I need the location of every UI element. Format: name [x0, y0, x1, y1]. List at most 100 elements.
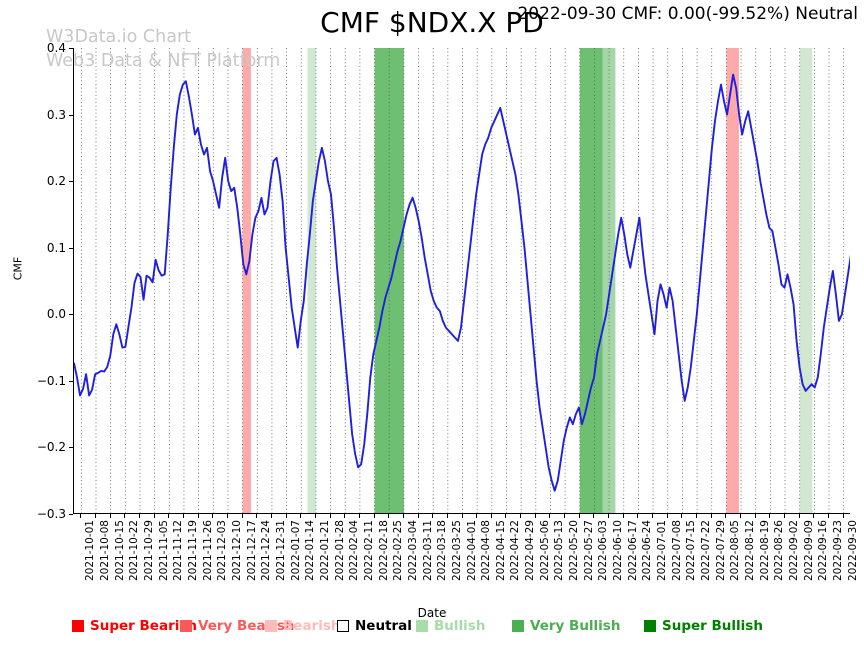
legend-item-very-bullish[interactable]: Very Bullish [512, 618, 620, 634]
x-tick-mark [446, 514, 448, 518]
x-tick-mark [608, 514, 610, 518]
chart-annotation: 2022-09-30 CMF: 0.00(-99.52%) Neutral [517, 4, 858, 24]
x-tick-label: 2022-09-30 [846, 520, 859, 582]
y-tick-mark [69, 380, 73, 382]
x-tick-mark [358, 514, 360, 518]
legend-swatch-icon [512, 620, 524, 632]
y-tick-mark [69, 247, 73, 249]
x-tick-label: 2022-06-24 [641, 520, 654, 582]
x-tick-label: 2022-09-23 [832, 520, 844, 582]
x-tick-mark [476, 514, 478, 518]
legend-label: Super Bullish [662, 618, 763, 634]
x-tick-mark [314, 514, 316, 518]
legend-swatch-icon [337, 620, 349, 632]
legend-item-neutral[interactable]: Neutral [337, 618, 412, 634]
x-tick-mark [212, 514, 214, 518]
shaded-band [602, 48, 616, 513]
x-tick-mark [740, 514, 742, 518]
x-tick-mark [622, 514, 624, 518]
y-tick-label: 0.2 [46, 174, 66, 189]
x-tick-label: 2022-04-15 [494, 520, 507, 582]
y-tick-mark [69, 314, 73, 316]
x-tick-mark [80, 514, 82, 518]
x-tick-label: 2021-10-08 [98, 520, 111, 582]
legend-item-super-bearish[interactable]: Super Bearish [72, 618, 197, 634]
x-tick-mark [270, 514, 272, 518]
x-tick-mark [828, 514, 829, 518]
x-tick-label: 2021-10-01 [84, 520, 97, 582]
x-tick-mark [681, 514, 683, 518]
x-tick-label: 2021-11-26 [201, 520, 214, 582]
x-tick-mark [520, 514, 522, 518]
shaded-band [242, 48, 251, 513]
x-tick-mark [769, 514, 771, 518]
x-tick-label: 2022-01-14 [304, 520, 317, 582]
x-tick-mark [534, 514, 536, 518]
legend-label: Super Bearish [90, 618, 197, 634]
y-tick-label: −0.2 [36, 440, 66, 455]
legend-swatch-icon [72, 620, 84, 632]
x-tick-label: 2022-03-04 [406, 520, 419, 582]
chart-legend: Super Bearish Very Bearish Bearish Neutral B… [0, 618, 864, 642]
x-tick-mark [226, 514, 228, 518]
x-tick-label: 2022-03-11 [421, 520, 434, 582]
x-tick-label: 2021-10-15 [113, 520, 126, 582]
x-tick-label: 2021-10-29 [142, 520, 155, 582]
x-tick-mark [696, 514, 698, 518]
x-tick-label: 2022-06-03 [597, 520, 610, 582]
legend-swatch-icon [265, 620, 277, 632]
x-tick-label: 2022-07-15 [685, 520, 698, 582]
shaded-band [374, 48, 404, 513]
x-tick-label: 2022-07-22 [700, 520, 713, 582]
x-tick-label: 2022-08-19 [758, 520, 771, 582]
x-tick-label: 2021-10-22 [128, 520, 141, 582]
y-tick-label: 0.4 [46, 41, 66, 55]
x-tick-mark [710, 514, 712, 518]
shaded-band [579, 48, 603, 513]
x-tick-label: 2022-04-22 [509, 520, 522, 582]
y-tick-label: 0.1 [46, 240, 66, 255]
x-tick-label: 2022-07-29 [714, 520, 727, 582]
shaded-band [799, 48, 813, 513]
y-tick-mark [69, 447, 73, 449]
x-tick-label: 2022-02-04 [348, 520, 361, 582]
legend-swatch-icon [644, 620, 656, 632]
x-tick-label: 2021-11-05 [157, 520, 170, 582]
x-tick-mark [300, 514, 302, 518]
x-tick-label: 2022-05-06 [538, 520, 551, 582]
y-tick-mark [69, 48, 73, 49]
legend-item-super-bullish[interactable]: Super Bullish [644, 618, 763, 634]
y-tick-label: −0.1 [36, 373, 66, 388]
x-tick-label: 2022-01-28 [333, 520, 346, 582]
x-tick-mark [564, 514, 566, 518]
legend-swatch-icon [416, 620, 428, 632]
x-tick-mark [652, 514, 654, 518]
x-tick-label: 2022-03-18 [436, 520, 449, 582]
x-tick-label: 2022-04-08 [480, 520, 493, 582]
x-tick-label: 2022-06-10 [612, 520, 625, 582]
x-tick-mark [798, 514, 800, 518]
x-tick-mark [197, 514, 199, 518]
x-tick-label: 2021-12-24 [260, 520, 273, 582]
x-tick-label: 2021-12-17 [245, 520, 258, 582]
legend-item-bullish[interactable]: Bullish [416, 618, 485, 634]
y-tick-mark [69, 114, 73, 116]
x-axis-label: Date [417, 606, 447, 620]
legend-item-bearish[interactable]: Bearish [265, 618, 341, 634]
x-tick-label: 2022-01-07 [289, 520, 302, 582]
x-tick-mark [373, 514, 375, 518]
x-tick-mark [344, 514, 346, 518]
x-tick-label: 2021-12-03 [216, 520, 229, 582]
x-tick-mark [153, 514, 155, 518]
x-tick-mark [593, 514, 595, 518]
x-tick-mark [754, 514, 756, 518]
x-tick-label: 2022-09-09 [802, 520, 815, 582]
x-tick-mark [666, 514, 668, 518]
shaded-band [726, 48, 739, 513]
y-tick-label: 0.3 [46, 107, 66, 122]
x-tick-mark [256, 514, 258, 518]
x-tick-mark [637, 514, 639, 518]
x-tick-mark [725, 514, 727, 518]
x-tick-mark [182, 514, 184, 518]
x-tick-label: 2022-07-01 [656, 520, 669, 582]
